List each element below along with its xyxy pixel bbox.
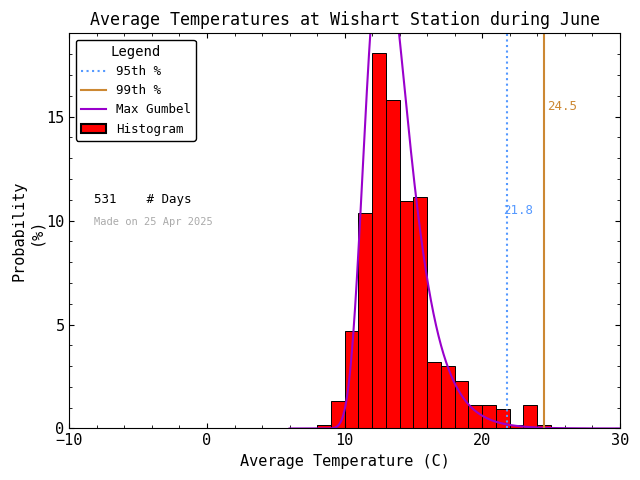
Bar [454, 382, 468, 429]
Bar [468, 405, 482, 429]
Text: 24.5: 24.5 [548, 100, 577, 113]
Bar [537, 424, 551, 429]
Bar [331, 401, 344, 429]
Bar [427, 362, 441, 429]
Bar [344, 331, 358, 429]
Bar [372, 53, 386, 429]
Text: 21.8: 21.8 [503, 204, 533, 216]
Text: Made on 25 Apr 2025: Made on 25 Apr 2025 [94, 217, 213, 227]
Bar [317, 424, 331, 429]
Bar [413, 197, 427, 429]
Text: 531    # Days: 531 # Days [94, 193, 191, 206]
Bar [509, 424, 524, 429]
Bar [386, 99, 399, 429]
Bar [441, 366, 454, 429]
Bar [482, 405, 496, 429]
Legend: 95th %, 99th %, Max Gumbel, Histogram: 95th %, 99th %, Max Gumbel, Histogram [76, 40, 196, 141]
Bar [524, 405, 537, 429]
Y-axis label: Probability
(%): Probability (%) [11, 181, 44, 281]
Bar [496, 409, 509, 429]
Bar [399, 202, 413, 429]
Title: Average Temperatures at Wishart Station during June: Average Temperatures at Wishart Station … [90, 11, 600, 29]
Bar [358, 213, 372, 429]
X-axis label: Average Temperature (C): Average Temperature (C) [239, 454, 449, 469]
